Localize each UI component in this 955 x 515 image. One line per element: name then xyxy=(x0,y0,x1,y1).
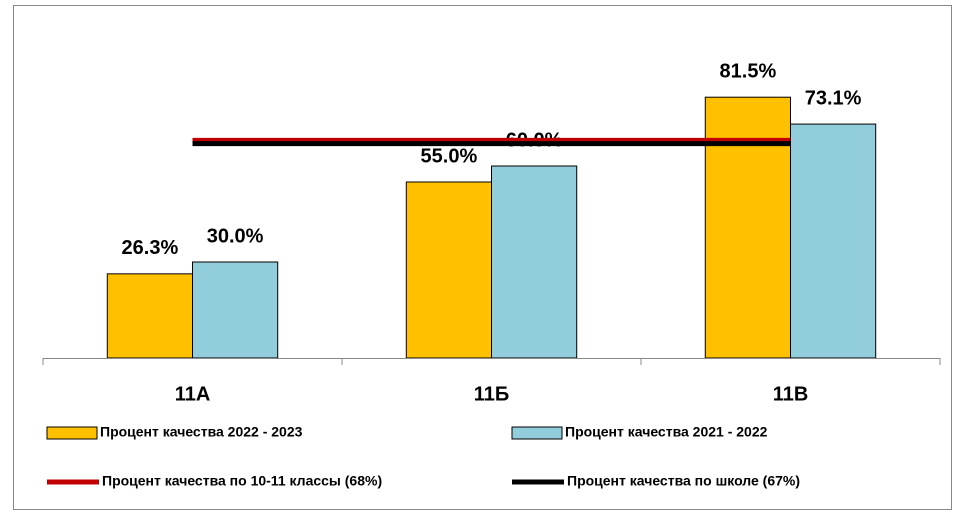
bar xyxy=(192,261,279,359)
x-tick-label: 11Б xyxy=(474,383,510,405)
bar xyxy=(790,123,877,359)
bar xyxy=(704,96,791,359)
bar xyxy=(491,165,578,359)
legend-swatch xyxy=(46,426,98,440)
value-label: 30.0% xyxy=(207,225,264,247)
x-tick-label: 11А xyxy=(175,383,211,405)
value-label: 73.1% xyxy=(805,87,862,109)
bar xyxy=(405,181,492,359)
legend-label: Процент качества по школе (67%) xyxy=(567,473,800,489)
legend-label: Процент качества 2021 - 2022 xyxy=(565,424,768,440)
legend-swatch xyxy=(511,426,563,440)
x-tick-label: 11В xyxy=(773,383,809,405)
bar xyxy=(106,273,193,359)
value-label: 81.5% xyxy=(720,60,777,82)
value-label: 55.0% xyxy=(421,145,478,167)
value-label: 26.3% xyxy=(122,237,179,259)
legend-label: Процент качества 2022 - 2023 xyxy=(100,424,303,440)
legend-label: Процент качества по 10-11 классы (68%) xyxy=(102,473,382,489)
